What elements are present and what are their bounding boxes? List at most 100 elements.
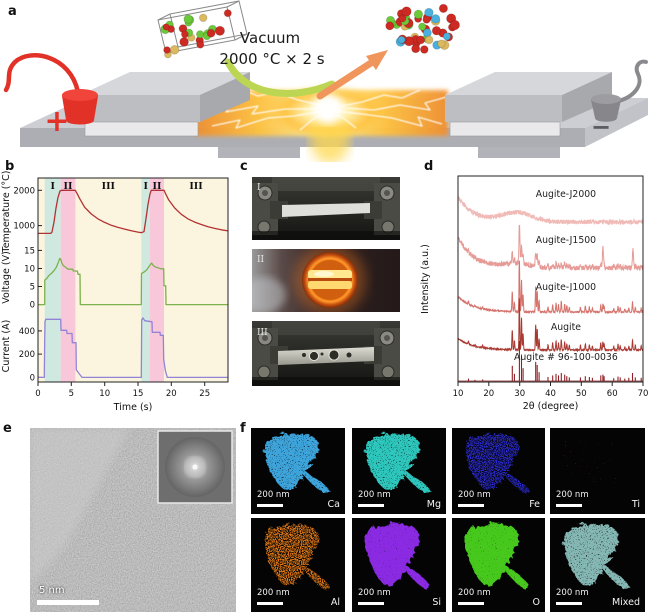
scalebar-label: 200 nm	[556, 588, 589, 598]
tem-image: 5 nm	[30, 428, 236, 612]
photo-roman-II: II	[257, 255, 265, 265]
element-label: Si	[432, 597, 441, 608]
svg-text:Current (A): Current (A)	[1, 320, 12, 373]
eds-map-o: 200 nm O	[452, 518, 545, 612]
scalebar	[458, 602, 484, 605]
svg-text:25: 25	[199, 389, 210, 399]
panel-label-d: d	[424, 159, 434, 174]
eds-map-al: 200 nm Al	[251, 518, 345, 612]
fft-inset	[157, 430, 233, 504]
svg-text:5: 5	[30, 283, 35, 293]
svg-text:30: 30	[514, 389, 525, 399]
svg-text:II: II	[153, 181, 162, 192]
element-label: Mixed	[611, 597, 640, 608]
scalebar-label: 200 nm	[458, 588, 491, 598]
svg-text:1000: 1000	[13, 222, 35, 232]
svg-text:70: 70	[638, 389, 649, 399]
svg-text:15: 15	[133, 389, 144, 399]
gray-wire	[610, 59, 648, 104]
svg-text:I: I	[50, 181, 55, 192]
element-label: Al	[330, 597, 340, 608]
crystal-structure	[157, 0, 248, 59]
orange-arrow	[316, 50, 388, 100]
clamp-left	[80, 72, 250, 137]
smoke	[252, 277, 286, 312]
eds-map-fe: 200 nm Fe	[452, 428, 545, 514]
green-arrow	[224, 58, 336, 97]
panel-label-f: f	[240, 421, 246, 436]
scalebar	[556, 504, 582, 507]
photo-before-flash: I	[252, 177, 400, 240]
svg-text:Augite-J1000: Augite-J1000	[536, 282, 596, 293]
svg-text:40: 40	[545, 389, 556, 399]
sample-strip-white	[282, 203, 370, 217]
scalebar-label: 200 nm	[556, 490, 589, 500]
panel-label-c: c	[240, 159, 248, 174]
svg-text:Augite # 96-100-0036: Augite # 96-100-0036	[514, 352, 618, 363]
clamp-right	[445, 72, 612, 137]
flash-condition-label: 2000 °C × 2 s	[219, 50, 324, 68]
red-wire	[3, 53, 81, 95]
svg-text:0: 0	[30, 373, 35, 383]
svg-text:II: II	[64, 181, 73, 192]
svg-text:0: 0	[30, 301, 35, 311]
clamp-photo-right2	[364, 328, 400, 380]
scalebar-label: 200 nm	[458, 490, 491, 500]
tem-scalebar-label: 5 nm	[39, 585, 65, 596]
svg-text:III: III	[189, 181, 203, 192]
svg-text:Voltage (V): Voltage (V)	[1, 251, 12, 304]
melted-strip	[278, 347, 374, 365]
scalebar	[458, 504, 484, 507]
eds-map-ti: 200 nm Ti	[550, 428, 645, 514]
central-beam-spot	[192, 464, 198, 470]
scalebar-label: 200 nm	[358, 490, 391, 500]
svg-text:5: 5	[69, 389, 74, 399]
device-foot-left	[218, 147, 300, 158]
scalebar	[358, 504, 384, 507]
negative-terminal: −	[591, 59, 648, 141]
clamp-photo-left2	[252, 328, 288, 380]
svg-text:15: 15	[24, 246, 35, 256]
tem-scalebar	[37, 600, 99, 605]
photo-roman-III: III	[257, 328, 268, 338]
panel-label-b: b	[5, 159, 15, 174]
scalebar-label: 200 nm	[257, 490, 290, 500]
panel-label-e: e	[3, 421, 12, 436]
svg-text:20: 20	[483, 389, 494, 399]
clamp-photo-left	[252, 183, 288, 235]
minus-sign: −	[591, 113, 611, 141]
svg-text:10: 10	[453, 389, 464, 399]
svg-text:Temperature (°C): Temperature (°C)	[1, 171, 12, 254]
nanoparticle-cluster	[385, 3, 461, 54]
flash-joule-device: + −	[3, 53, 648, 162]
svg-text:III: III	[102, 181, 116, 192]
photo-during-flash: II	[252, 249, 400, 312]
svg-text:Time (s): Time (s)	[113, 402, 153, 413]
panel-a-schematic: + − Vac	[3, 0, 648, 162]
element-label: Mg	[426, 499, 441, 510]
element-label: Fe	[529, 499, 540, 510]
scalebar-label: 200 nm	[358, 588, 391, 598]
eds-map-si: 200 nm Si	[352, 518, 446, 612]
photo-after-flash: III	[252, 321, 400, 386]
svg-text:0: 0	[35, 389, 40, 399]
vacuum-label: Vacuum	[240, 29, 300, 47]
clamp-photo-right	[364, 183, 400, 235]
svg-text:Intensity (a.u.): Intensity (a.u.)	[420, 244, 431, 314]
eds-map-mixed: 200 nm Mixed	[550, 518, 645, 612]
svg-text:400: 400	[19, 327, 35, 337]
svg-text:10: 10	[24, 265, 35, 275]
scalebar	[257, 504, 283, 507]
amorphous-halo-ring	[184, 456, 206, 478]
svg-text:60: 60	[607, 389, 618, 399]
eds-map-mg: 200 nm Mg	[352, 428, 446, 514]
svg-text:20: 20	[166, 389, 177, 399]
svg-text:50: 50	[576, 389, 587, 399]
svg-text:Augite-J2000: Augite-J2000	[536, 189, 596, 200]
panel-label-a: a	[8, 4, 17, 19]
element-label: O	[532, 597, 540, 608]
element-label: Ti	[631, 499, 640, 510]
svg-text:200: 200	[19, 350, 35, 360]
